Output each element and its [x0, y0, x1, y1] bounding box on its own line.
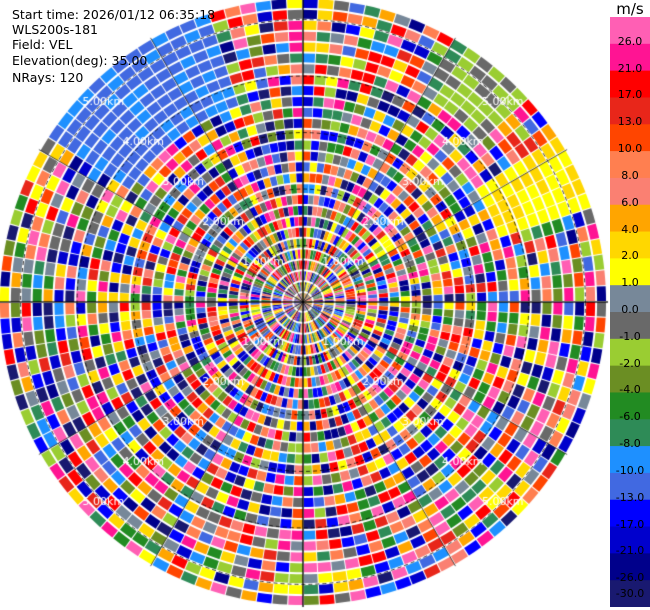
colorbar-tick-label: -10.0	[615, 463, 645, 477]
colorbar-tick-label: 26.0	[617, 34, 643, 48]
colorbar-tick-label: 17.0	[617, 88, 643, 102]
colorbar-bin	[610, 499, 650, 528]
colorbar-bin	[610, 43, 650, 72]
colorbar-bin	[610, 151, 650, 179]
colorbar-bin	[610, 392, 650, 420]
colorbar-bin	[610, 419, 650, 447]
colorbar-tick-label: -17.0	[615, 517, 645, 531]
colorbar-bin	[610, 70, 650, 98]
colorbar-bin	[610, 231, 650, 259]
colorbar-tick-label: -26.0	[615, 571, 645, 585]
colorbar-bin	[610, 17, 650, 45]
colorbar-bin	[610, 526, 650, 554]
colorbar-tick-label: 8.0	[621, 168, 639, 182]
colorbar-bin	[610, 580, 650, 607]
colorbar-bin	[610, 204, 650, 233]
colorbar-tick-label: -1.0	[619, 329, 641, 343]
colorbar-tick-label: 10.0	[617, 142, 643, 156]
colorbar-title: m/s	[616, 0, 644, 18]
start-time-text: Start time: 2026/01/12 06:35:18	[12, 7, 216, 22]
colorbar-tick-label: -30.0	[615, 587, 645, 600]
colorbar-tick-label: 4.0	[621, 222, 639, 236]
colorbar-bin	[610, 446, 650, 474]
instrument-text: WLS200s-181	[12, 22, 98, 37]
colorbar	[610, 17, 650, 607]
colorbar-bin	[610, 365, 650, 393]
colorbar-bin	[610, 553, 650, 581]
colorbar-tick-label: 0.0	[621, 303, 639, 316]
colorbar-bin	[610, 338, 650, 367]
colorbar-tick-label: 21.0	[617, 61, 643, 75]
colorbar-bin	[610, 177, 650, 206]
colorbar-bin	[610, 258, 650, 286]
nrays-text: NRays: 120	[12, 70, 84, 85]
colorbar-tick-label: -21.0	[615, 544, 645, 558]
colorbar-tick-label: 2.0	[621, 249, 639, 263]
colorbar-tick-label: 1.0	[621, 276, 639, 290]
colorbar-bin	[610, 285, 650, 313]
colorbar-bin	[610, 312, 650, 340]
colorbar-bin	[610, 97, 650, 125]
colorbar-bin	[610, 124, 650, 152]
colorbar-tick-label: 6.0	[621, 195, 639, 209]
colorbar-tick-label: 13.0	[617, 115, 643, 129]
colorbar-tick-label: -8.0	[619, 437, 641, 451]
colorbar-tick-label: -13.0	[615, 490, 645, 504]
colorbar-tick-label: -2.0	[619, 356, 641, 370]
colorbar-tick-label: -4.0	[619, 383, 641, 397]
colorbar-tick-label: -6.0	[619, 410, 641, 424]
colorbar-bin	[610, 472, 650, 501]
elevation-text: Elevation(deg): 35.00	[12, 53, 148, 68]
field-text: Field: VEL	[12, 37, 73, 52]
